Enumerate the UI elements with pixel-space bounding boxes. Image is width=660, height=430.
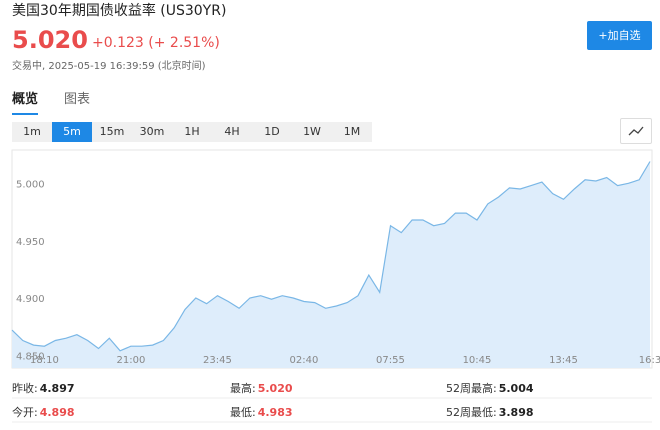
interval-button[interactable]: 1W	[303, 125, 321, 138]
y-tick-label: 4.950	[16, 237, 45, 248]
interval-button[interactable]: 4H	[224, 125, 240, 138]
chart-icon	[628, 126, 644, 136]
x-tick-label: 10:45	[463, 355, 492, 366]
status: 交易中, 2025-05-19 16:39:59 (北京时间)	[12, 61, 206, 72]
change-pct: (+ 2.51%)	[148, 35, 220, 51]
stat-label: 最高:	[230, 382, 256, 395]
x-tick-label: 21:00	[117, 355, 146, 366]
change-value: +0.123	[92, 35, 144, 51]
stat-label: 今开:	[12, 406, 38, 419]
price: 5.020	[12, 26, 88, 54]
x-tick-label: 13:45	[549, 355, 578, 366]
stat-value: 5.004	[498, 382, 534, 395]
change: +0.123 (+ 2.51%)	[92, 35, 220, 51]
interval-button[interactable]: 1M	[343, 125, 361, 138]
interval-bar: 1m 5m 15m 30m 1H 4H 1D 1W 1M	[12, 122, 372, 142]
x-tick-label: 18:10	[30, 355, 59, 366]
stat-value: 4.983	[257, 406, 293, 419]
stat: 今开: 4.898	[12, 404, 75, 420]
interval-button[interactable]: 1D	[264, 125, 280, 138]
stat: 52周最低: 3.898	[446, 404, 534, 420]
x-tick-label: 02:40	[290, 355, 319, 366]
stat-value: 5.020	[257, 382, 293, 395]
chart-type-button[interactable]	[620, 118, 652, 144]
area	[12, 161, 650, 368]
tab[interactable]: 概览	[12, 88, 39, 115]
interval-button[interactable]: 1m	[23, 125, 41, 138]
stat-value: 4.897	[39, 382, 75, 395]
y-tick-label: 5.000	[16, 179, 45, 190]
stat: 最高: 5.020	[230, 380, 293, 396]
stat: 52周最高: 5.004	[446, 380, 534, 396]
add-watchlist-button[interactable]: +加自选	[587, 21, 652, 50]
line	[11, 161, 651, 352]
stat: 昨收: 4.897	[12, 380, 75, 396]
stat: 最低: 4.983	[230, 404, 293, 420]
y-tick-label: 4.900	[16, 294, 45, 305]
stat-label: 昨收:	[12, 382, 38, 395]
stat-label: 最低:	[230, 406, 256, 419]
x-tick-label: 07:55	[376, 355, 405, 366]
stat-label: 52周最高:	[446, 382, 497, 395]
x-tick-label: 16:3	[639, 355, 660, 366]
stat-value: 3.898	[498, 406, 534, 419]
stat-value: 4.898	[39, 406, 75, 419]
interval-button[interactable]: 15m	[99, 125, 125, 138]
interval-button[interactable]: 1H	[184, 125, 200, 138]
interval-button[interactable]: 5m	[52, 122, 92, 142]
x-tick-label: 23:45	[203, 355, 232, 366]
y-tick-label: 4.850	[16, 352, 45, 363]
tab[interactable]: 图表	[64, 92, 91, 107]
interval-button[interactable]: 30m	[139, 125, 165, 138]
title: 美国30年期国债收益率 (US30YR)	[12, 3, 227, 19]
stat-label: 52周最低:	[446, 406, 497, 419]
